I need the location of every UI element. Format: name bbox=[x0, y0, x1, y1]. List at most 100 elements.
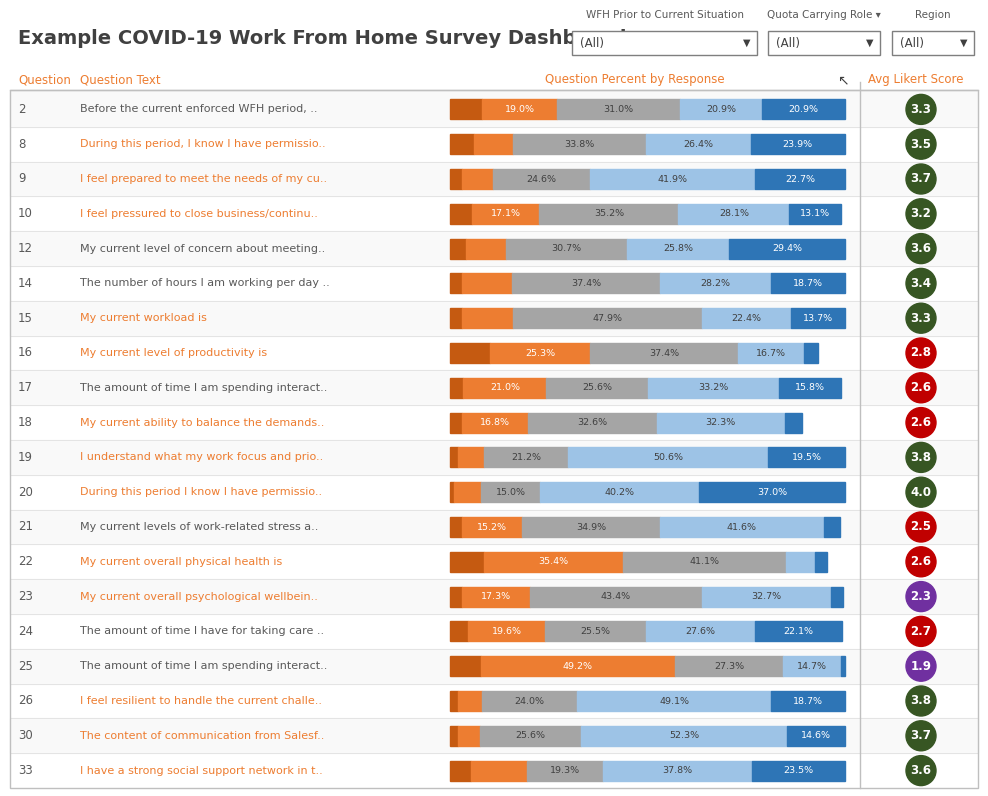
Text: Question: Question bbox=[18, 73, 71, 87]
Text: 20.9%: 20.9% bbox=[706, 105, 736, 114]
Text: 41.9%: 41.9% bbox=[658, 174, 688, 184]
Bar bbox=[660, 517, 824, 537]
Bar bbox=[831, 587, 844, 607]
Bar bbox=[450, 447, 457, 467]
Bar bbox=[789, 204, 841, 224]
Text: WFH Prior to Current Situation: WFH Prior to Current Situation bbox=[586, 10, 744, 20]
Text: 10: 10 bbox=[18, 207, 33, 220]
Text: Region: Region bbox=[915, 10, 950, 20]
Text: 3.8: 3.8 bbox=[911, 451, 932, 464]
Text: 22.7%: 22.7% bbox=[785, 174, 815, 184]
Text: 21.2%: 21.2% bbox=[511, 453, 541, 462]
Text: During this period I know I have permissio..: During this period I know I have permiss… bbox=[80, 487, 322, 498]
Bar bbox=[804, 343, 818, 363]
Bar bbox=[490, 343, 590, 363]
Text: During this period, I know I have permissio..: During this period, I know I have permis… bbox=[80, 139, 326, 149]
Text: 47.9%: 47.9% bbox=[593, 314, 622, 322]
Bar bbox=[531, 587, 701, 607]
Bar bbox=[471, 204, 539, 224]
Text: 19.3%: 19.3% bbox=[549, 766, 580, 775]
Circle shape bbox=[906, 338, 936, 368]
Text: My current levels of work-related stress a..: My current levels of work-related stress… bbox=[80, 522, 318, 532]
Bar bbox=[450, 517, 461, 537]
Bar bbox=[729, 239, 845, 259]
Bar bbox=[463, 378, 546, 398]
Text: 13.1%: 13.1% bbox=[800, 209, 830, 218]
Bar bbox=[484, 447, 568, 467]
Text: The content of communication from Salesf..: The content of communication from Salesf… bbox=[80, 731, 324, 741]
Text: 2.5: 2.5 bbox=[911, 521, 932, 533]
Text: I have a strong social support network in t..: I have a strong social support network i… bbox=[80, 766, 323, 775]
Text: 30: 30 bbox=[18, 729, 33, 743]
Bar bbox=[10, 509, 978, 544]
Text: 22.4%: 22.4% bbox=[732, 314, 762, 322]
Bar bbox=[450, 308, 461, 328]
Text: 2.7: 2.7 bbox=[911, 625, 932, 638]
Circle shape bbox=[906, 443, 936, 472]
Text: 33.2%: 33.2% bbox=[698, 384, 728, 392]
Bar bbox=[10, 579, 978, 614]
Bar bbox=[461, 517, 522, 537]
Bar bbox=[513, 308, 702, 328]
Bar bbox=[450, 412, 461, 433]
Text: 22.1%: 22.1% bbox=[783, 627, 813, 636]
Bar bbox=[557, 100, 680, 119]
Text: Quota Carrying Role ▾: Quota Carrying Role ▾ bbox=[767, 10, 881, 20]
Bar bbox=[461, 169, 493, 189]
Text: I feel pressured to close business/continu..: I feel pressured to close business/conti… bbox=[80, 209, 318, 219]
Circle shape bbox=[906, 268, 936, 298]
Bar bbox=[699, 482, 845, 502]
Text: 25.6%: 25.6% bbox=[515, 732, 545, 740]
Text: 2.6: 2.6 bbox=[911, 556, 932, 568]
Bar bbox=[546, 378, 647, 398]
Text: The amount of time I am spending interact..: The amount of time I am spending interac… bbox=[80, 383, 327, 392]
Text: 28.1%: 28.1% bbox=[719, 209, 749, 218]
Bar bbox=[483, 552, 623, 572]
Text: 23.5%: 23.5% bbox=[783, 766, 814, 775]
Bar bbox=[768, 31, 880, 55]
Bar bbox=[450, 622, 467, 642]
Bar bbox=[772, 691, 845, 711]
Circle shape bbox=[906, 755, 936, 786]
Text: 4.0: 4.0 bbox=[911, 486, 932, 499]
Text: ▼: ▼ bbox=[743, 38, 751, 48]
Bar bbox=[10, 90, 978, 788]
Text: 49.2%: 49.2% bbox=[563, 661, 593, 671]
Text: 3.4: 3.4 bbox=[911, 277, 932, 290]
Text: 16.7%: 16.7% bbox=[756, 349, 785, 357]
Text: 37.4%: 37.4% bbox=[571, 279, 601, 288]
Text: 24: 24 bbox=[18, 625, 33, 638]
Text: 25.3%: 25.3% bbox=[526, 349, 555, 357]
Text: 8: 8 bbox=[18, 138, 26, 150]
Text: 50.6%: 50.6% bbox=[653, 453, 683, 462]
Bar bbox=[657, 412, 784, 433]
Text: 2.6: 2.6 bbox=[911, 381, 932, 394]
Bar bbox=[465, 239, 506, 259]
Text: 24.0%: 24.0% bbox=[515, 696, 544, 705]
Text: My current overall psychological wellbein..: My current overall psychological wellbei… bbox=[80, 591, 318, 602]
Circle shape bbox=[906, 651, 936, 681]
Text: 2.6: 2.6 bbox=[911, 416, 932, 429]
Text: 20: 20 bbox=[18, 486, 33, 499]
Text: 49.1%: 49.1% bbox=[659, 696, 690, 705]
Bar bbox=[772, 273, 845, 294]
Text: 9: 9 bbox=[18, 173, 26, 185]
Bar bbox=[527, 760, 603, 781]
Text: 21: 21 bbox=[18, 521, 33, 533]
Text: 29.4%: 29.4% bbox=[772, 244, 802, 253]
Text: I feel resilient to handle the current challe..: I feel resilient to handle the current c… bbox=[80, 696, 322, 706]
Text: 25.6%: 25.6% bbox=[582, 384, 612, 392]
Text: 17: 17 bbox=[18, 381, 33, 394]
Bar bbox=[701, 587, 831, 607]
Bar bbox=[479, 726, 581, 746]
Circle shape bbox=[906, 164, 936, 194]
Bar bbox=[461, 412, 529, 433]
Text: Question Text: Question Text bbox=[80, 73, 161, 87]
Text: 15.0%: 15.0% bbox=[495, 488, 526, 497]
Bar bbox=[450, 100, 482, 119]
Bar bbox=[784, 412, 802, 433]
Text: 13.7%: 13.7% bbox=[803, 314, 833, 322]
Text: 43.4%: 43.4% bbox=[601, 592, 631, 601]
Bar bbox=[450, 587, 461, 607]
Bar bbox=[10, 301, 978, 336]
